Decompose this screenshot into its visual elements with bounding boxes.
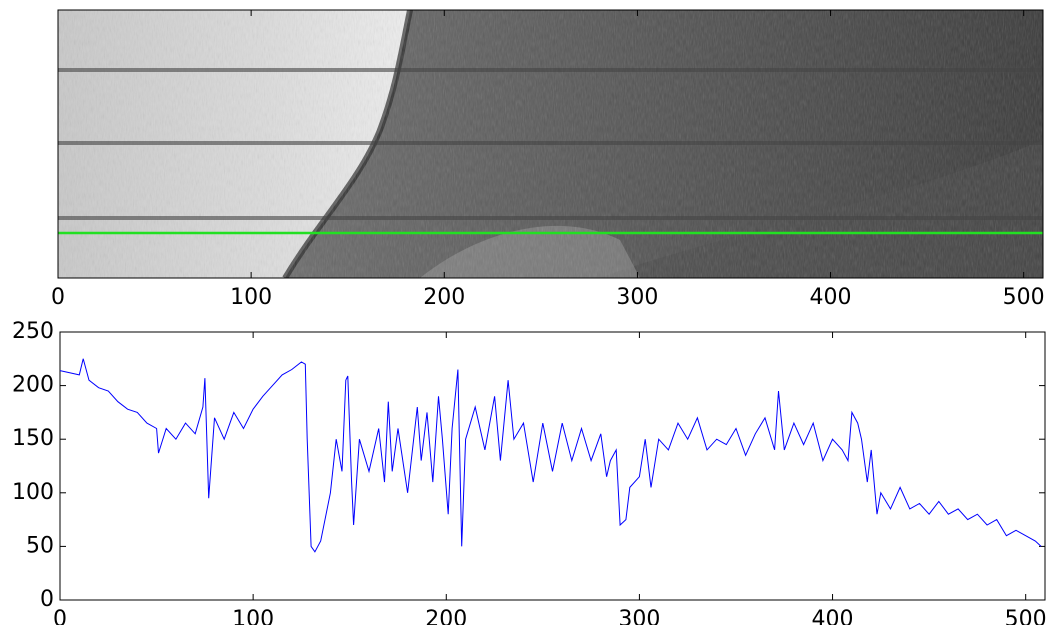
y-tick-label: 100 [12,480,54,505]
x-tick-label: 400 [810,285,852,310]
x-tick-label: 300 [618,607,660,625]
y-tick-label: 150 [12,426,54,451]
x-tick-label: 0 [53,607,67,625]
y-tick-label: 250 [12,319,54,344]
y-tick-label: 200 [12,373,54,398]
y-tick-label: 50 [26,533,54,558]
image [58,10,1043,278]
y-tick-label: 0 [40,587,54,612]
x-tick-label: 200 [423,285,465,310]
x-tick-label: 200 [425,607,467,625]
x-tick-label: 300 [616,285,658,310]
x-tick-label: 500 [1005,607,1047,625]
x-tick-label: 0 [51,285,65,310]
x-tick-label: 100 [230,285,272,310]
x-tick-label: 100 [232,607,274,625]
x-tick-label: 500 [1003,285,1045,310]
image-frame [57,9,1044,279]
plot-frame [59,331,1046,601]
x-tick-label: 400 [812,607,854,625]
profile-line [59,358,1042,553]
